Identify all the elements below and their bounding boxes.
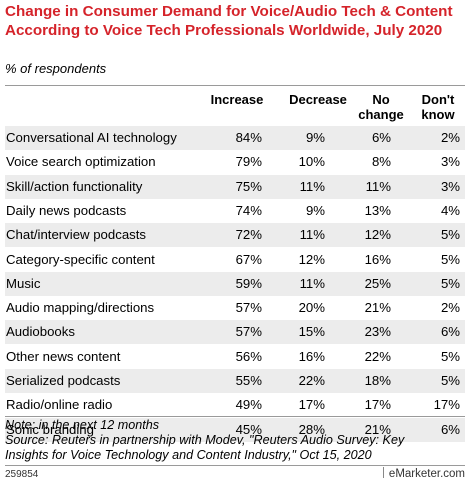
value-cell: 16% — [298, 348, 325, 364]
row-label: Category-specific content — [6, 251, 155, 267]
row-label: Chat/interview podcasts — [6, 227, 147, 243]
value-cell: 25% — [364, 275, 391, 291]
value-cell: 21% — [364, 300, 391, 316]
value-cell: 57% — [235, 324, 262, 340]
value-cell: 17% — [433, 397, 460, 413]
footer-divider — [5, 465, 465, 466]
table-row: Radio/online radio 49% 17% 17% 17% — [5, 393, 465, 417]
value-cell: 11% — [299, 178, 325, 194]
row-label: Audiobooks — [6, 324, 75, 340]
value-cell: 11% — [365, 178, 391, 194]
value-cell: 2% — [440, 300, 460, 316]
value-cell: 6% — [371, 130, 391, 145]
value-cell: 11% — [299, 227, 325, 243]
chart-id: 259854 — [5, 469, 39, 480]
table-row: Audiobooks 57% 15% 23% 6% — [5, 320, 465, 345]
value-cell: 11% — [299, 275, 325, 291]
value-cell: 75% — [235, 178, 262, 194]
value-cell: 9% — [305, 130, 325, 145]
value-cell: 6% — [440, 324, 460, 340]
value-cell: 15% — [298, 324, 325, 340]
row-label: Voice search optimization — [6, 154, 156, 170]
table-row: Audio mapping/directions 57% 20% 21% 2% — [5, 296, 465, 320]
table-row: Category-specific content 67% 12% 16% 5% — [5, 248, 465, 272]
value-cell: 5% — [440, 227, 460, 243]
source-text-line-2: Insights for Voice Technology and Conten… — [5, 448, 372, 462]
row-label: Sonic branding — [6, 421, 94, 437]
logo-domain: com — [443, 468, 465, 480]
value-cell: 12% — [364, 227, 391, 243]
value-cell: 57% — [235, 300, 262, 316]
logo-separator — [382, 467, 384, 478]
value-cell: 72% — [235, 227, 262, 243]
logo-e: e — [388, 468, 396, 480]
row-label: Music — [6, 275, 41, 291]
table-row: Conversational AI technology 84% 9% 6% 2% — [5, 126, 465, 150]
table-row: Skill/action functionality 75% 11% 11% 3% — [5, 174, 465, 199]
value-cell: 49% — [235, 397, 262, 413]
table-row: Daily news podcasts 74% 9% 13% 4% — [5, 199, 465, 223]
row-label: Radio/online radio — [6, 397, 113, 413]
value-cell: 20% — [298, 300, 325, 316]
value-cell: 18% — [364, 373, 391, 388]
row-label: Other news content — [6, 348, 121, 364]
table-row: Chat/interview podcasts 72% 11% 12% 5% — [5, 223, 465, 248]
value-cell: 56% — [235, 348, 262, 364]
table-row: Serialized podcasts 55% 22% 18% 5% — [5, 369, 465, 393]
value-cell: 16% — [364, 251, 391, 267]
value-cell: 3% — [440, 178, 460, 194]
row-label: Skill/action functionality — [6, 178, 143, 194]
value-cell: 2% — [440, 130, 460, 145]
value-cell: 5% — [440, 373, 460, 388]
value-cell: 8% — [371, 154, 391, 170]
chart-subtitle: % of respondents — [5, 61, 107, 76]
table-row: Other news content 56% 16% 22% 5% — [5, 345, 465, 369]
value-cell: 13% — [364, 202, 391, 218]
value-cell: 67% — [235, 251, 262, 267]
row-label: Audio mapping/directions — [6, 300, 155, 316]
logo-name: Marketer — [395, 468, 441, 480]
value-cell: 4% — [440, 202, 460, 218]
value-cell: 9% — [305, 202, 325, 218]
value-cell: 45% — [235, 421, 262, 437]
value-cell: 6% — [440, 421, 460, 437]
column-header-increase: Increase — [210, 92, 264, 107]
table-row: Music 59% 11% 25% 5% — [5, 271, 465, 296]
value-cell: 79% — [235, 154, 262, 170]
value-cell: 59% — [235, 275, 262, 291]
value-cell: 5% — [440, 275, 460, 291]
emarketer-logo: eMarketer.com — [378, 467, 465, 480]
value-cell: 74% — [235, 202, 262, 218]
value-cell: 5% — [440, 251, 460, 267]
bottom-divider — [5, 416, 465, 417]
row-label: Conversational AI technology — [6, 130, 177, 145]
value-cell: 28% — [298, 421, 325, 437]
value-cell: 22% — [298, 373, 325, 388]
value-cell: 22% — [364, 348, 391, 364]
value-cell: 5% — [440, 348, 460, 364]
column-header-no-change: No change — [358, 92, 404, 122]
source-text-line-1: Source: Reuters in partnership with Mode… — [5, 433, 405, 447]
value-cell: 17% — [364, 397, 391, 413]
value-cell: 3% — [440, 154, 460, 170]
value-cell: 17% — [298, 397, 325, 413]
note-text: Note: in the next 12 months — [5, 418, 160, 432]
row-label: Daily news podcasts — [6, 202, 127, 218]
table-row: Voice search optimization 79% 10% 8% 3% — [5, 150, 465, 174]
value-cell: 84% — [235, 130, 262, 145]
chart-title: Change in Consumer Demand for Voice/Audi… — [5, 3, 453, 39]
value-cell: 23% — [364, 324, 391, 340]
column-header-dont-know: Don't know — [421, 92, 455, 122]
value-cell: 12% — [298, 251, 325, 267]
top-divider — [5, 85, 465, 86]
row-label: Serialized podcasts — [6, 373, 121, 388]
value-cell: 21% — [364, 421, 391, 437]
value-cell: 55% — [235, 373, 262, 388]
table-row: Sonic branding 45% 28% 21% 6% — [5, 417, 465, 442]
column-header-decrease: Decrease — [289, 92, 347, 107]
value-cell: 10% — [298, 154, 325, 170]
